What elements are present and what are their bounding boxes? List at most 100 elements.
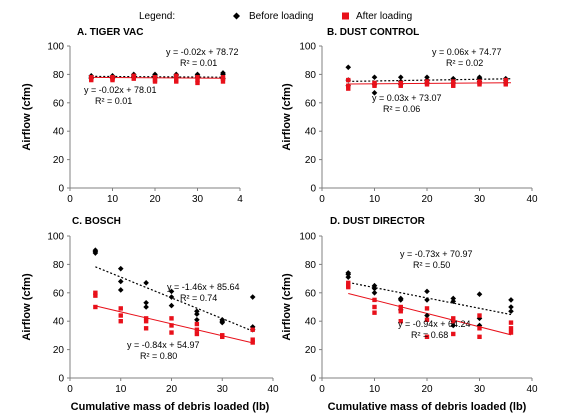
after-point — [372, 310, 377, 315]
before-point — [450, 298, 457, 305]
panel-title: A. TIGER VAC — [77, 27, 143, 38]
y-tick-label: 20 — [305, 345, 317, 356]
y-tick-label: 60 — [305, 98, 317, 109]
x-tick-label: 4 — [237, 194, 243, 205]
before-point — [345, 271, 352, 278]
before-point — [249, 294, 256, 300]
after-point — [398, 309, 403, 314]
after-equation: y = -0.84x + 54.97 — [127, 340, 200, 350]
after-point — [195, 75, 200, 80]
before-point — [476, 322, 483, 329]
after-point — [508, 326, 514, 331]
before-point — [143, 280, 149, 286]
after-point — [372, 297, 377, 303]
after-point — [93, 293, 98, 298]
after-trendline — [95, 305, 253, 344]
after-equation: y = -0.94x + 64.24 — [398, 319, 471, 329]
x-tick-label: 40 — [526, 384, 538, 395]
before-point — [508, 297, 514, 303]
before-point — [168, 288, 175, 295]
after-equation: y = -0.02x + 78.01 — [84, 85, 157, 95]
after-point — [194, 327, 200, 332]
before-point — [249, 324, 256, 330]
after-equation: y = 0.03x + 73.07 — [372, 93, 442, 103]
after-point — [424, 334, 430, 340]
after-r2: R² = 0.80 — [140, 351, 177, 361]
before-point — [194, 311, 200, 317]
x-tick-label: 30 — [474, 194, 486, 205]
before-point — [345, 64, 352, 71]
y-tick-label: 60 — [53, 288, 65, 299]
after-point — [346, 280, 351, 286]
after-point — [451, 79, 456, 84]
before-point — [92, 250, 99, 256]
after-point — [131, 73, 136, 79]
after-point — [398, 83, 403, 88]
after-point — [250, 340, 255, 345]
after-point — [424, 317, 430, 322]
after-r2: R² = 0.68 — [411, 330, 448, 340]
x-tick-label: 30 — [217, 384, 229, 395]
y-tick-label: 80 — [305, 70, 317, 81]
after-point — [118, 306, 123, 311]
after-point — [477, 334, 482, 340]
x-tick-label: 0 — [319, 384, 325, 395]
legend-after-marker — [342, 12, 349, 20]
before-equation: y = -1.46x + 85.64 — [167, 282, 240, 292]
after-point — [174, 79, 179, 84]
y-axis-label: Airflow (cfm) — [21, 273, 33, 341]
panel-title: B. DUST CONTROL — [327, 27, 419, 38]
before-point — [219, 319, 226, 326]
y-axis-label: Airflow (cfm) — [21, 83, 33, 151]
panel-title: D. DUST DIRECTOR — [330, 216, 426, 227]
after-point — [93, 304, 98, 310]
x-tick-label: 10 — [107, 194, 119, 205]
legend-after-label: After loading — [356, 11, 412, 22]
before-point — [371, 285, 378, 292]
after-point — [398, 304, 403, 310]
x-tick-label: 40 — [526, 194, 538, 205]
before-point — [424, 297, 430, 303]
x-tick-label: 0 — [67, 194, 73, 205]
before-r2: R² = 0.50 — [413, 260, 450, 270]
y-tick-label: 80 — [53, 70, 65, 81]
after-point — [118, 313, 123, 318]
before-trendline — [95, 266, 253, 332]
before-point — [424, 288, 430, 295]
before-point — [424, 74, 430, 81]
before-point — [371, 290, 378, 296]
y-axis-label: Airflow (cfm) — [281, 273, 293, 341]
before-point — [508, 304, 514, 310]
y-tick-label: 100 — [47, 232, 64, 243]
data-points — [88, 70, 226, 86]
before-point — [450, 322, 457, 329]
before-equation: y = -0.73x + 70.97 — [400, 249, 473, 259]
after-point — [110, 77, 115, 83]
after-point — [346, 77, 351, 83]
after-point — [195, 80, 200, 86]
data-points — [345, 64, 509, 96]
y-tick-label: 100 — [47, 42, 64, 53]
before-point — [143, 304, 149, 310]
after-point — [220, 334, 225, 340]
after-point — [152, 79, 158, 84]
after-point — [194, 331, 200, 337]
y-ticks: 0 20 40 60 80 100 — [47, 232, 70, 385]
before-point — [117, 265, 124, 272]
before-point — [117, 278, 124, 285]
before-point — [117, 287, 124, 293]
x-tick-label: 40 — [267, 384, 279, 395]
before-point — [194, 316, 200, 323]
x-tick-label: 30 — [192, 194, 204, 205]
after-point — [250, 337, 255, 342]
x-axis-label-right: Cumulative mass of debris loaded (lb) — [328, 401, 527, 413]
legend: Legend: Before loading After loading — [139, 11, 412, 22]
after-point — [346, 86, 351, 91]
x-tick-label: 20 — [166, 384, 178, 395]
before-point — [194, 308, 200, 315]
before-point — [168, 294, 175, 300]
data-points — [345, 270, 514, 340]
after-point — [451, 319, 456, 324]
after-point — [220, 76, 226, 81]
